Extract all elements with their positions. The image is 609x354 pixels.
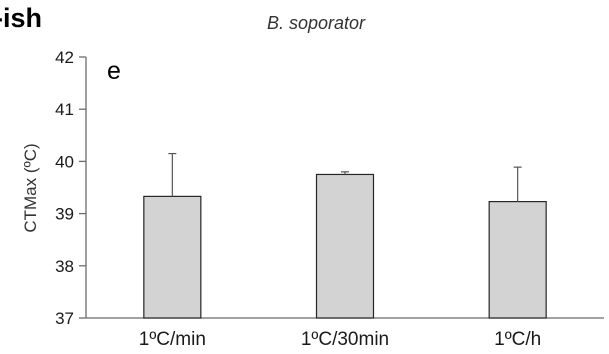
y-axis-label: CTMax (ºC) (21, 143, 40, 232)
error-bars (168, 152, 522, 202)
x-tick-label: 1ºC/min (139, 329, 206, 350)
x-tick-labels: 1ºC/min 1ºC/30min 1ºC/h (139, 329, 541, 350)
y-tick-label: 42 (55, 48, 74, 67)
bar (315, 173, 375, 319)
x-tick-label: 1ºC/h (494, 329, 541, 350)
corner-text: -ish (0, 3, 42, 33)
chart-title: B. soporator (267, 13, 366, 33)
bar (488, 200, 547, 319)
bars (143, 173, 547, 319)
y-tick-label: 39 (55, 205, 74, 224)
x-tick-label: 1ºC/30min (301, 329, 389, 350)
bar (143, 195, 202, 319)
y-tick-label: 40 (55, 152, 74, 171)
y-axis: 37 38 39 40 41 42 (55, 48, 87, 328)
y-tick-label: 41 (55, 100, 74, 119)
y-tick-label: 37 (55, 309, 74, 328)
y-tick-label: 38 (55, 257, 74, 276)
panel-letter: e (107, 57, 121, 85)
